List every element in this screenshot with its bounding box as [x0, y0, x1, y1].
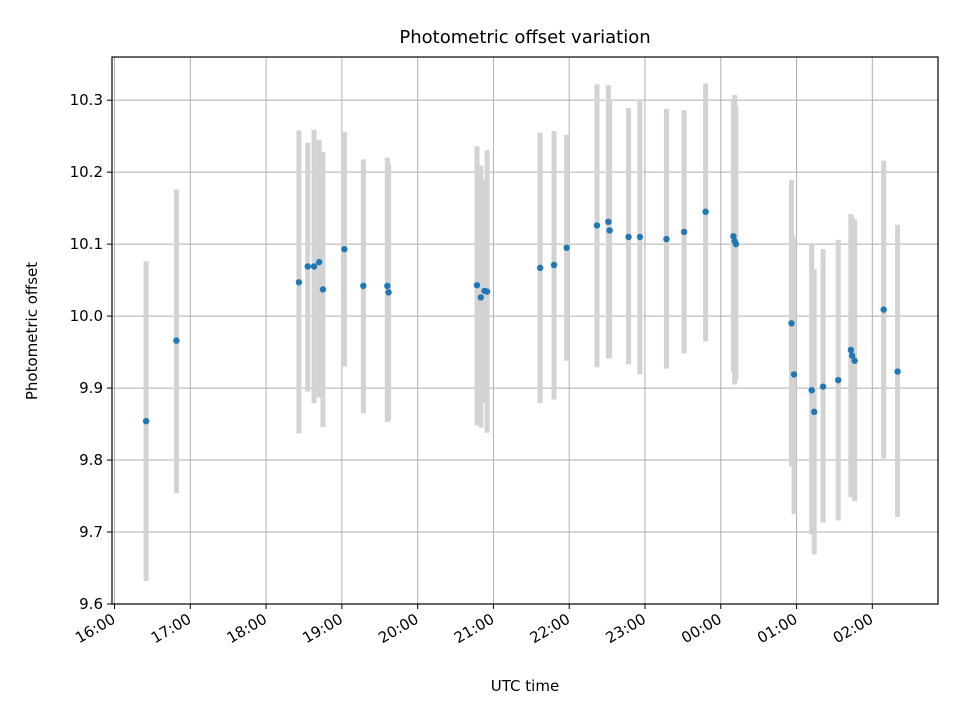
data-point [848, 352, 856, 359]
data-point [473, 281, 481, 289]
data-point [808, 387, 815, 394]
data-point [811, 408, 818, 416]
y-tick-label: 9.7 [79, 523, 103, 541]
data-point [173, 337, 180, 344]
y-axis-label: Photometric offset [23, 262, 41, 400]
data-point [663, 235, 670, 243]
data-point [625, 233, 632, 241]
y-tick-label: 10.1 [70, 235, 103, 253]
data-point [550, 261, 558, 269]
data-point [636, 233, 644, 241]
data-point [142, 417, 150, 425]
y-tick-label: 10.0 [70, 307, 103, 325]
data-point [851, 357, 858, 364]
data-point [536, 264, 544, 272]
data-point [477, 294, 484, 301]
data-point [310, 263, 318, 270]
x-axis-label: UTC time [491, 677, 559, 695]
chart-title: Photometric offset variation [399, 27, 650, 48]
data-point [385, 289, 392, 296]
data-point [702, 208, 709, 215]
data-point [819, 383, 827, 390]
data-point [606, 227, 613, 234]
data-point [360, 282, 367, 290]
data-point [319, 286, 327, 293]
data-point [835, 376, 842, 384]
y-tick-label: 10.2 [70, 163, 103, 181]
data-point [593, 222, 601, 229]
data-point [341, 245, 348, 253]
plot-frame [111, 56, 939, 605]
data-point [563, 244, 570, 251]
data-point [788, 320, 795, 327]
grid [112, 57, 938, 605]
data-point [790, 371, 798, 378]
data-point [847, 346, 855, 354]
plot-area [112, 57, 938, 604]
data-point [605, 218, 612, 226]
data-point [295, 279, 303, 286]
data-point [315, 258, 323, 266]
data-point [880, 306, 887, 313]
y-tick-label: 10.3 [70, 91, 103, 109]
data-point [384, 282, 391, 290]
data-point [680, 228, 688, 236]
data-point [730, 233, 737, 240]
data-points [142, 208, 901, 425]
y-tick-label: 9.6 [79, 595, 103, 613]
data-point [894, 368, 901, 375]
y-axis: 9.6 9.7 9.8 9.9 10.0 10.1 10.2 10.3 [70, 91, 112, 613]
data-point [483, 288, 491, 295]
y-tick-label: 9.8 [79, 451, 103, 469]
data-point [732, 240, 740, 248]
data-point [304, 263, 311, 270]
y-tick-label: 9.9 [79, 379, 103, 397]
